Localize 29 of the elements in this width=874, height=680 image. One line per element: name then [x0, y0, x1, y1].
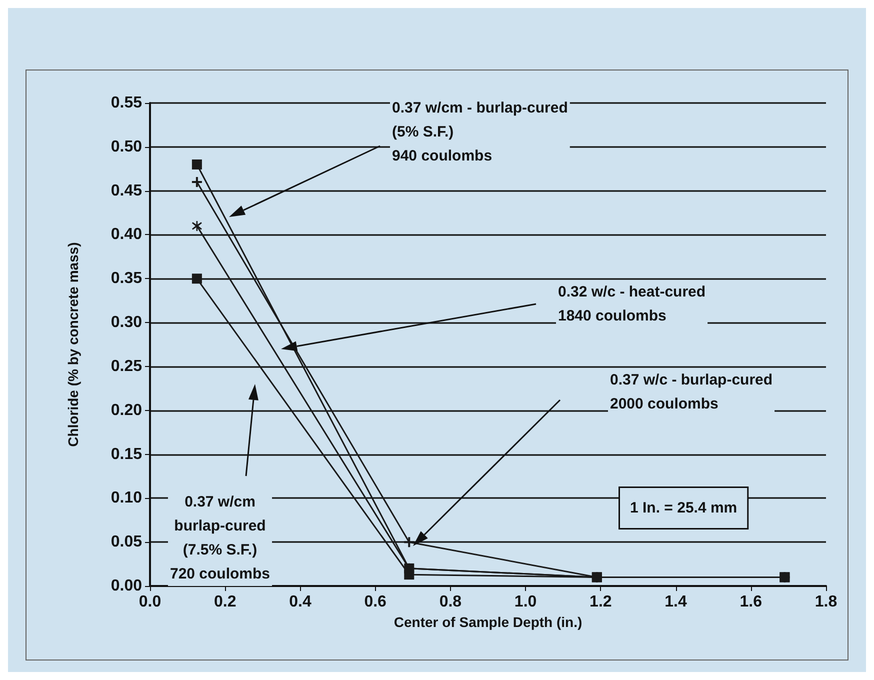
- y-tick-label: 0.20: [110, 402, 142, 419]
- y-tick-label: 0.25: [110, 358, 142, 375]
- y-tick-label: 0.45: [110, 182, 142, 200]
- annotation: 0.37 w/c - burlap-cured 2000 coulombs: [610, 372, 773, 412]
- x-tick-label: 1.6: [740, 594, 762, 610]
- y-tick-label: 0.55: [110, 94, 142, 112]
- annotation: 0.32 w/c - heat-cured 1840 coulombs: [558, 284, 706, 324]
- y-tick-label: 0.00: [110, 578, 142, 594]
- y-tick-label: 0.05: [110, 534, 142, 551]
- y-tick-label: 0.15: [110, 446, 142, 463]
- x-tick-label: 1.2: [590, 594, 612, 610]
- y-tick-label: 0.40: [110, 226, 142, 244]
- y-tick-label: 0.50: [110, 138, 142, 156]
- x-tick-label: 0.6: [364, 594, 387, 610]
- annotation: 1 In. = 25.4 mm: [630, 500, 738, 516]
- x-tick-label: 1.0: [514, 594, 537, 610]
- x-tick-label: 0.2: [214, 594, 236, 610]
- y-tick-label: 0.30: [110, 314, 142, 332]
- x-tick-label: 0.4: [289, 594, 312, 610]
- annotation: 0.37 w/cm burlap-cured (7.5% S.F.) 720 coulombs: [170, 494, 270, 582]
- y-tick-label: 0.10: [110, 490, 142, 507]
- annotation: 0.37 w/cm - burlap-cured (5% S.F.) 940 coulombs: [392, 100, 568, 164]
- x-tick-label: 1.8: [814, 594, 838, 610]
- y-axis-title: Chloride (% by concrete mass): [65, 242, 81, 447]
- x-axis-title: Center of Sample Depth (in.): [394, 614, 582, 630]
- x-tick-label: 0.8: [439, 594, 462, 610]
- x-tick-label: 1.4: [664, 594, 687, 610]
- y-tick-label: 0.35: [110, 270, 142, 288]
- x-tick-label: 0.0: [138, 594, 162, 610]
